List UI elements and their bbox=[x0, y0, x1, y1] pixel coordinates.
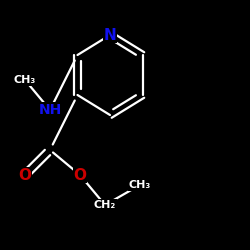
Text: NH: NH bbox=[38, 103, 62, 117]
Text: N: N bbox=[104, 28, 117, 42]
Text: CH₃: CH₃ bbox=[129, 180, 151, 190]
Text: O: O bbox=[74, 168, 86, 182]
Text: CH₂: CH₂ bbox=[94, 200, 116, 210]
Text: O: O bbox=[18, 168, 32, 182]
Text: CH₃: CH₃ bbox=[14, 75, 36, 85]
